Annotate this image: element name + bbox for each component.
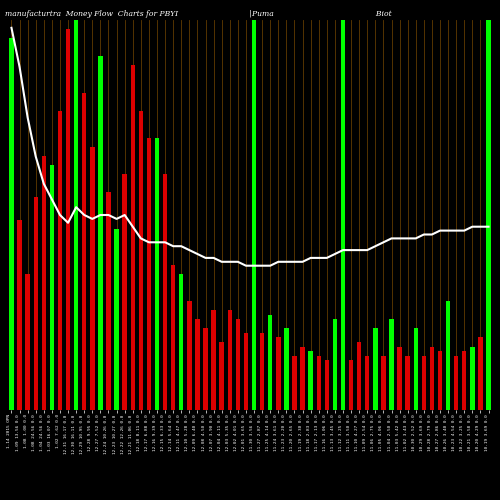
Bar: [42, 156, 46, 410]
Bar: [187, 301, 192, 410]
Bar: [155, 138, 159, 410]
Bar: [195, 320, 200, 410]
Bar: [90, 147, 94, 410]
Bar: [171, 265, 175, 410]
Bar: [365, 356, 370, 410]
Bar: [276, 338, 280, 410]
Bar: [66, 29, 70, 410]
Bar: [244, 333, 248, 410]
Bar: [414, 328, 418, 410]
Bar: [130, 66, 135, 410]
Bar: [381, 356, 386, 410]
Bar: [300, 346, 305, 410]
Bar: [446, 301, 450, 410]
Bar: [146, 138, 151, 410]
Bar: [284, 328, 288, 410]
Bar: [236, 320, 240, 410]
Bar: [114, 228, 119, 410]
Bar: [462, 351, 466, 410]
Bar: [430, 346, 434, 410]
Bar: [179, 274, 184, 410]
Bar: [252, 20, 256, 410]
Bar: [357, 342, 362, 410]
Bar: [58, 110, 62, 410]
Bar: [220, 342, 224, 410]
Bar: [9, 38, 14, 410]
Bar: [486, 20, 491, 410]
Bar: [470, 346, 474, 410]
Bar: [122, 174, 127, 410]
Bar: [332, 320, 337, 410]
Bar: [268, 315, 272, 410]
Bar: [228, 310, 232, 410]
Bar: [163, 174, 168, 410]
Bar: [138, 110, 143, 410]
Bar: [260, 333, 264, 410]
Bar: [373, 328, 378, 410]
Bar: [349, 360, 354, 410]
Bar: [26, 274, 30, 410]
Bar: [98, 56, 102, 410]
Bar: [50, 165, 54, 410]
Bar: [422, 356, 426, 410]
Bar: [74, 20, 78, 410]
Bar: [324, 360, 329, 410]
Bar: [341, 20, 345, 410]
Bar: [308, 351, 313, 410]
Bar: [292, 356, 296, 410]
Bar: [406, 356, 410, 410]
Bar: [82, 92, 86, 410]
Bar: [390, 320, 394, 410]
Text: manufacturtra  Money Flow  Charts for PBYI                              |Puma   : manufacturtra Money Flow Charts for PBYI…: [5, 10, 392, 18]
Bar: [316, 356, 321, 410]
Bar: [106, 192, 110, 410]
Bar: [204, 328, 208, 410]
Bar: [18, 220, 22, 410]
Bar: [478, 338, 482, 410]
Bar: [454, 356, 458, 410]
Bar: [398, 346, 402, 410]
Bar: [34, 197, 38, 410]
Bar: [212, 310, 216, 410]
Bar: [438, 351, 442, 410]
